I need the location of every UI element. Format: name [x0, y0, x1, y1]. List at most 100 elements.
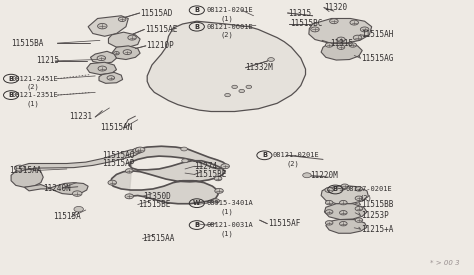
- Text: 11274: 11274: [194, 162, 218, 171]
- Text: B: B: [9, 76, 14, 82]
- Polygon shape: [19, 150, 140, 171]
- Text: 08121-0201E: 08121-0201E: [273, 152, 319, 158]
- Text: 11515BE: 11515BE: [194, 170, 227, 179]
- Text: (1): (1): [220, 15, 233, 22]
- Polygon shape: [324, 204, 367, 219]
- Circle shape: [212, 199, 219, 203]
- Polygon shape: [326, 219, 367, 233]
- Circle shape: [311, 27, 319, 32]
- Text: (2): (2): [220, 32, 233, 38]
- Text: 11350D: 11350D: [144, 192, 171, 201]
- Text: B: B: [194, 7, 200, 13]
- Text: 11515AF: 11515AF: [268, 219, 300, 228]
- Circle shape: [97, 56, 106, 60]
- Text: 11515AG: 11515AG: [361, 54, 393, 63]
- Circle shape: [325, 221, 333, 225]
- Circle shape: [329, 19, 338, 24]
- Circle shape: [98, 66, 107, 71]
- Circle shape: [355, 196, 363, 200]
- Text: (2): (2): [27, 84, 39, 90]
- Circle shape: [337, 37, 345, 42]
- Text: 11215+A: 11215+A: [361, 225, 393, 234]
- Circle shape: [136, 147, 145, 153]
- Text: B: B: [9, 92, 14, 98]
- Circle shape: [360, 27, 369, 32]
- Text: 11515BA: 11515BA: [11, 39, 44, 48]
- Text: 11515AA: 11515AA: [143, 234, 175, 243]
- Text: 08915-3401A: 08915-3401A: [206, 200, 253, 206]
- Text: (1): (1): [220, 230, 233, 236]
- Text: W: W: [193, 200, 201, 206]
- Circle shape: [214, 176, 222, 181]
- Polygon shape: [99, 72, 123, 83]
- Polygon shape: [112, 46, 140, 59]
- Circle shape: [353, 35, 362, 40]
- Text: 08121-2351E: 08121-2351E: [11, 92, 58, 98]
- Circle shape: [303, 173, 311, 178]
- Text: 11210P: 11210P: [146, 41, 174, 50]
- Text: 11231: 11231: [69, 112, 92, 122]
- Polygon shape: [147, 21, 306, 111]
- Text: 08121-0201E: 08121-0201E: [206, 7, 253, 13]
- Polygon shape: [87, 62, 117, 75]
- Circle shape: [123, 50, 132, 55]
- Polygon shape: [110, 146, 227, 204]
- Circle shape: [98, 23, 107, 29]
- Circle shape: [215, 188, 223, 193]
- Text: 11515AN: 11515AN: [100, 123, 132, 133]
- Text: 11315: 11315: [330, 39, 354, 48]
- Text: 11332M: 11332M: [246, 63, 273, 72]
- Circle shape: [128, 35, 137, 40]
- Text: * > 00 3: * > 00 3: [429, 260, 459, 266]
- Text: B: B: [194, 222, 200, 228]
- Text: 11515AP: 11515AP: [102, 159, 135, 168]
- Text: 11220M: 11220M: [310, 171, 338, 180]
- Circle shape: [350, 20, 358, 25]
- Text: 11515BE: 11515BE: [138, 200, 170, 209]
- Text: 11515AE: 11515AE: [145, 25, 177, 34]
- Circle shape: [181, 147, 187, 151]
- Text: 11515AH: 11515AH: [361, 31, 393, 39]
- Circle shape: [221, 164, 229, 169]
- Text: 11320: 11320: [324, 3, 347, 12]
- Text: B: B: [262, 152, 267, 158]
- Circle shape: [341, 184, 348, 188]
- Circle shape: [232, 85, 237, 89]
- Circle shape: [225, 94, 230, 97]
- Polygon shape: [11, 168, 43, 187]
- Circle shape: [339, 211, 347, 215]
- Circle shape: [349, 43, 356, 47]
- Circle shape: [107, 76, 115, 80]
- Circle shape: [339, 221, 347, 226]
- Text: 11515BB: 11515BB: [361, 200, 393, 209]
- Text: 11240N: 11240N: [43, 184, 71, 192]
- Circle shape: [339, 200, 347, 205]
- Text: 08121-0601E: 08121-0601E: [206, 24, 253, 30]
- Circle shape: [355, 187, 363, 191]
- Polygon shape: [309, 18, 372, 43]
- Circle shape: [114, 52, 119, 55]
- Circle shape: [325, 200, 333, 205]
- Polygon shape: [91, 51, 117, 64]
- Polygon shape: [109, 32, 140, 47]
- Text: 11253P: 11253P: [361, 211, 389, 220]
- Text: 11515AO: 11515AO: [102, 151, 135, 160]
- Polygon shape: [88, 16, 128, 36]
- Circle shape: [126, 169, 133, 173]
- Circle shape: [246, 85, 252, 89]
- Text: 11515BC: 11515BC: [290, 20, 322, 28]
- Text: 11515A: 11515A: [53, 212, 81, 221]
- Text: B: B: [194, 24, 200, 30]
- Circle shape: [14, 165, 25, 171]
- Polygon shape: [321, 43, 362, 60]
- Circle shape: [355, 218, 363, 222]
- Text: (1): (1): [220, 208, 233, 215]
- Circle shape: [268, 57, 274, 61]
- Circle shape: [108, 180, 117, 185]
- Circle shape: [355, 207, 363, 211]
- Circle shape: [118, 17, 126, 21]
- Text: (1): (1): [27, 100, 39, 106]
- Text: 11515AA: 11515AA: [9, 166, 42, 175]
- Circle shape: [125, 194, 134, 199]
- Circle shape: [73, 191, 82, 196]
